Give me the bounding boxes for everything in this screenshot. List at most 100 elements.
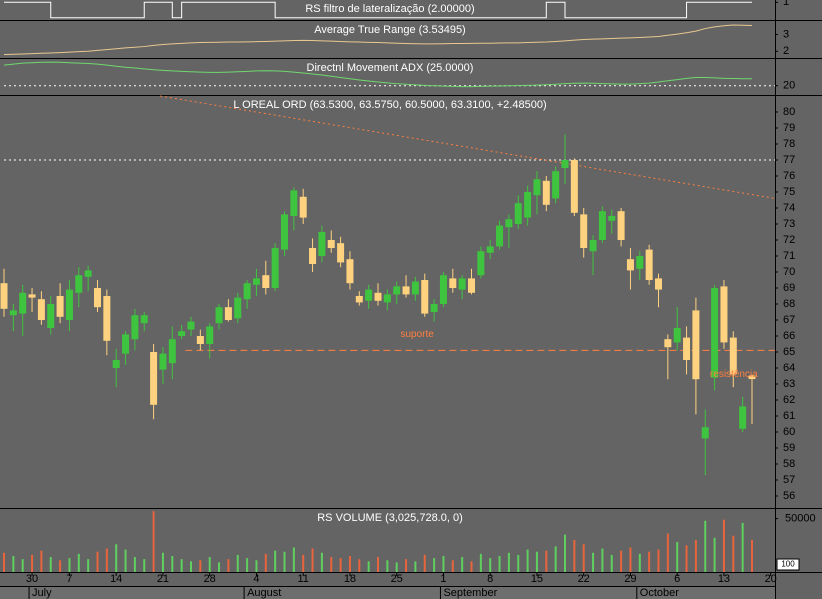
x-tick-label: 22 xyxy=(578,573,590,585)
volume-bar xyxy=(246,558,249,572)
candle-body xyxy=(309,248,317,264)
volume-bar xyxy=(31,554,34,572)
volume-bar xyxy=(68,558,71,572)
indicator-line xyxy=(3,61,752,88)
x-tick-label: 13 xyxy=(718,573,730,585)
candle-body xyxy=(65,289,73,320)
candle-body xyxy=(9,310,17,316)
candle-body xyxy=(683,337,691,360)
volume-bar xyxy=(423,554,426,572)
x-tick-label: 21 xyxy=(157,573,169,585)
volume-bar xyxy=(442,555,445,572)
y-tick-label: 66 xyxy=(783,330,795,342)
y-tick-label: 57 xyxy=(783,474,795,486)
x-tick-label: 29 xyxy=(624,573,636,585)
candle-body xyxy=(486,246,494,253)
volume-bar xyxy=(395,562,398,572)
volume-bar xyxy=(732,535,735,572)
volume-bar xyxy=(517,554,520,572)
candle-body xyxy=(636,256,644,269)
volume-bar xyxy=(96,551,99,572)
candle-body xyxy=(252,278,260,285)
y-tick-label: 72 xyxy=(783,234,795,246)
x-tick-label: 28 xyxy=(204,573,216,585)
candle-body xyxy=(701,427,709,439)
y-tick-label: 3 xyxy=(783,28,789,40)
y-tick-label: 74 xyxy=(783,202,795,214)
candle-body xyxy=(655,278,662,290)
candle-body xyxy=(140,315,148,324)
volume-bar xyxy=(564,534,566,572)
volume-bar xyxy=(545,550,548,572)
volume-bar xyxy=(218,562,221,572)
volume-bar xyxy=(713,537,716,572)
volume-bar xyxy=(21,559,24,572)
panel-title: Average True Range (3.53495) xyxy=(314,24,465,36)
candle-body xyxy=(598,211,606,240)
candle-body xyxy=(524,192,532,218)
y-tick-label: 70 xyxy=(783,266,795,278)
volume-bar xyxy=(77,553,80,572)
volume-bar xyxy=(115,544,118,572)
volume-bar xyxy=(685,545,688,572)
step-line xyxy=(4,1,752,19)
candle-body xyxy=(206,326,214,344)
candle-body xyxy=(281,214,288,250)
volume-bar xyxy=(320,552,323,572)
x-tick-label: 8 xyxy=(487,573,493,585)
candle-body xyxy=(365,289,373,301)
volume-bar xyxy=(302,554,305,572)
candle-body xyxy=(37,299,45,320)
volume-bar xyxy=(405,559,408,572)
candle-body xyxy=(496,225,504,247)
x-tick-label: 1 xyxy=(440,573,446,585)
y-tick-label: 58 xyxy=(783,458,795,470)
volume-bar xyxy=(638,553,641,572)
candle-body xyxy=(56,296,64,317)
month-label: September xyxy=(443,587,497,599)
volume-bar xyxy=(648,551,651,572)
volume-bar xyxy=(629,547,632,572)
candle-body xyxy=(608,216,616,221)
volume-bar xyxy=(722,519,725,572)
month-label: August xyxy=(247,587,281,599)
x-tick-label: 11 xyxy=(297,573,308,585)
candle-body xyxy=(383,294,391,303)
scale-box xyxy=(776,558,800,571)
x-tick-label: 4 xyxy=(253,573,259,585)
panel-title: Directnl Movement ADX (25.0000) xyxy=(307,62,474,74)
volume-bar xyxy=(666,533,669,572)
candle-body xyxy=(327,240,335,248)
candle-body xyxy=(178,331,186,336)
volume-bar xyxy=(264,553,267,572)
y-tick-label: 76 xyxy=(783,170,795,182)
candle-body xyxy=(402,286,410,295)
candle-body xyxy=(84,270,92,277)
candle-body xyxy=(626,259,634,271)
volume-bar xyxy=(451,560,454,572)
month-row xyxy=(0,586,775,599)
candle-body xyxy=(617,211,625,240)
candle-body xyxy=(720,286,728,343)
candle-body xyxy=(673,328,681,343)
panel-title: RS filtro de lateralização (2.00000) xyxy=(305,3,474,15)
x-tick-label: 20 xyxy=(765,573,777,585)
candle-body xyxy=(159,353,167,370)
x-tick-label: 15 xyxy=(531,573,543,585)
volume-bar xyxy=(274,550,277,572)
reference-line xyxy=(160,95,776,199)
y-tick-label: 68 xyxy=(783,298,795,310)
candle-body xyxy=(131,315,139,340)
y-tick-label: 20 xyxy=(783,80,795,92)
volume-bar xyxy=(526,549,529,572)
month-label: July xyxy=(32,587,52,599)
candle-body xyxy=(477,251,485,276)
volume-bar xyxy=(498,555,501,572)
candle-body xyxy=(215,307,223,324)
volume-bar xyxy=(171,555,174,572)
volume-bar xyxy=(255,560,258,572)
candle-body xyxy=(19,292,27,314)
y-tick-label: 59 xyxy=(783,442,795,454)
